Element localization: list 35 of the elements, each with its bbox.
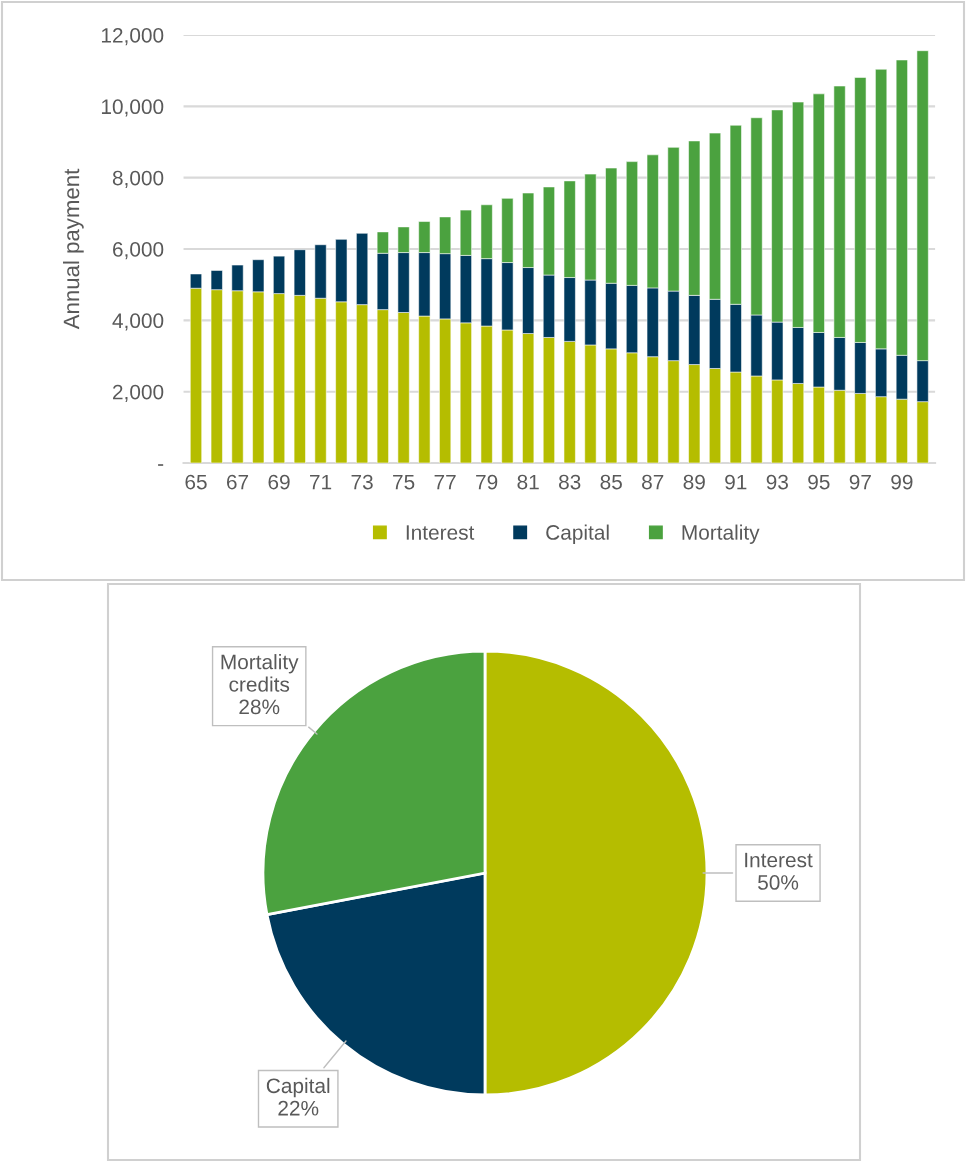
- y-tick-label: -: [158, 464, 164, 466]
- x-tick-label: 89: [683, 474, 705, 490]
- x-tick-label: 99: [891, 474, 913, 490]
- x-tick-label: 87: [642, 474, 664, 490]
- x-tick-label: 97: [849, 474, 871, 490]
- y-tick-label: 10,000: [101, 99, 164, 117]
- x-tick-label: 81: [517, 474, 539, 490]
- x-tick-label: 65: [185, 474, 207, 490]
- x-tick-label: 75: [393, 474, 415, 490]
- y-tick-label: 6,000: [113, 242, 164, 260]
- x-tick-label: 93: [766, 474, 788, 490]
- y-tick-label: 8,000: [112, 170, 164, 188]
- slice-label: Interest: [745, 852, 813, 868]
- x-tick-label: 91: [725, 474, 747, 490]
- slice-label: Capital: [266, 1077, 330, 1098]
- x-tick-label: 79: [476, 474, 498, 490]
- x-tick-label: 95: [808, 474, 830, 490]
- legend-label: Interest: [406, 525, 475, 540]
- y-tick-label: 4,000: [112, 313, 164, 331]
- data-label: 22%: [278, 1100, 319, 1116]
- x-tick-label: 67: [226, 474, 249, 490]
- x-tick-label: 77: [434, 474, 456, 490]
- x-tick-label: 73: [351, 474, 373, 490]
- x-tick-label: 85: [600, 474, 622, 490]
- x-tick-label: 83: [559, 474, 581, 490]
- slice-label: Mortality credits: [221, 654, 299, 692]
- y-tick-label: 2,000: [113, 384, 164, 402]
- legend-label: Capital: [546, 524, 609, 544]
- legend-label: Mortality: [682, 524, 760, 544]
- y-axis-title: Annual payment: [63, 168, 84, 330]
- x-tick-label: 71: [310, 474, 332, 490]
- y-tick-label: 12,000: [101, 28, 164, 46]
- data-label: 50%: [758, 875, 799, 890]
- data-label: 28%: [239, 699, 280, 715]
- x-tick-label: 69: [268, 474, 290, 490]
